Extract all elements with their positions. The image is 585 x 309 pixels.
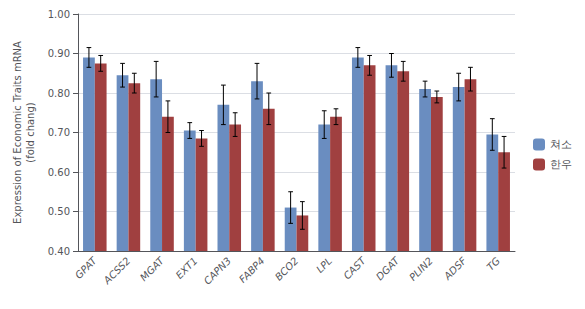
svg-text:쳐소: 쳐소 bbox=[550, 138, 572, 151]
svg-text:CAST: CAST bbox=[341, 254, 368, 281]
svg-text:Expression of Economic Traits: Expression of Economic Traits mRNA bbox=[12, 41, 23, 224]
svg-text:한우: 한우 bbox=[550, 158, 572, 171]
svg-text:0.40: 0.40 bbox=[48, 246, 70, 257]
svg-text:0.50: 0.50 bbox=[48, 206, 70, 217]
svg-text:0.90: 0.90 bbox=[48, 48, 70, 59]
svg-text:MGAT: MGAT bbox=[138, 254, 167, 283]
svg-text:ADSF: ADSF bbox=[441, 255, 468, 282]
svg-text:0.70: 0.70 bbox=[48, 127, 70, 138]
svg-text:0.80: 0.80 bbox=[48, 88, 70, 99]
svg-text:FABP4: FABP4 bbox=[237, 255, 267, 285]
svg-text:PLIN2: PLIN2 bbox=[407, 255, 435, 283]
svg-text:1.00: 1.00 bbox=[48, 9, 70, 20]
svg-text:TG: TG bbox=[485, 255, 503, 273]
svg-text:(fold chang): (fold chang) bbox=[25, 102, 36, 162]
svg-text:DGAT: DGAT bbox=[374, 254, 402, 282]
svg-text:LPL: LPL bbox=[314, 255, 334, 275]
svg-text:0.60: 0.60 bbox=[48, 167, 70, 178]
svg-text:GPAT: GPAT bbox=[73, 254, 99, 280]
svg-text:EXT1: EXT1 bbox=[174, 255, 200, 281]
svg-text:ACSS2: ACSS2 bbox=[101, 255, 133, 287]
svg-text:BCO2: BCO2 bbox=[273, 255, 301, 283]
svg-text:CAPN3: CAPN3 bbox=[202, 255, 234, 287]
